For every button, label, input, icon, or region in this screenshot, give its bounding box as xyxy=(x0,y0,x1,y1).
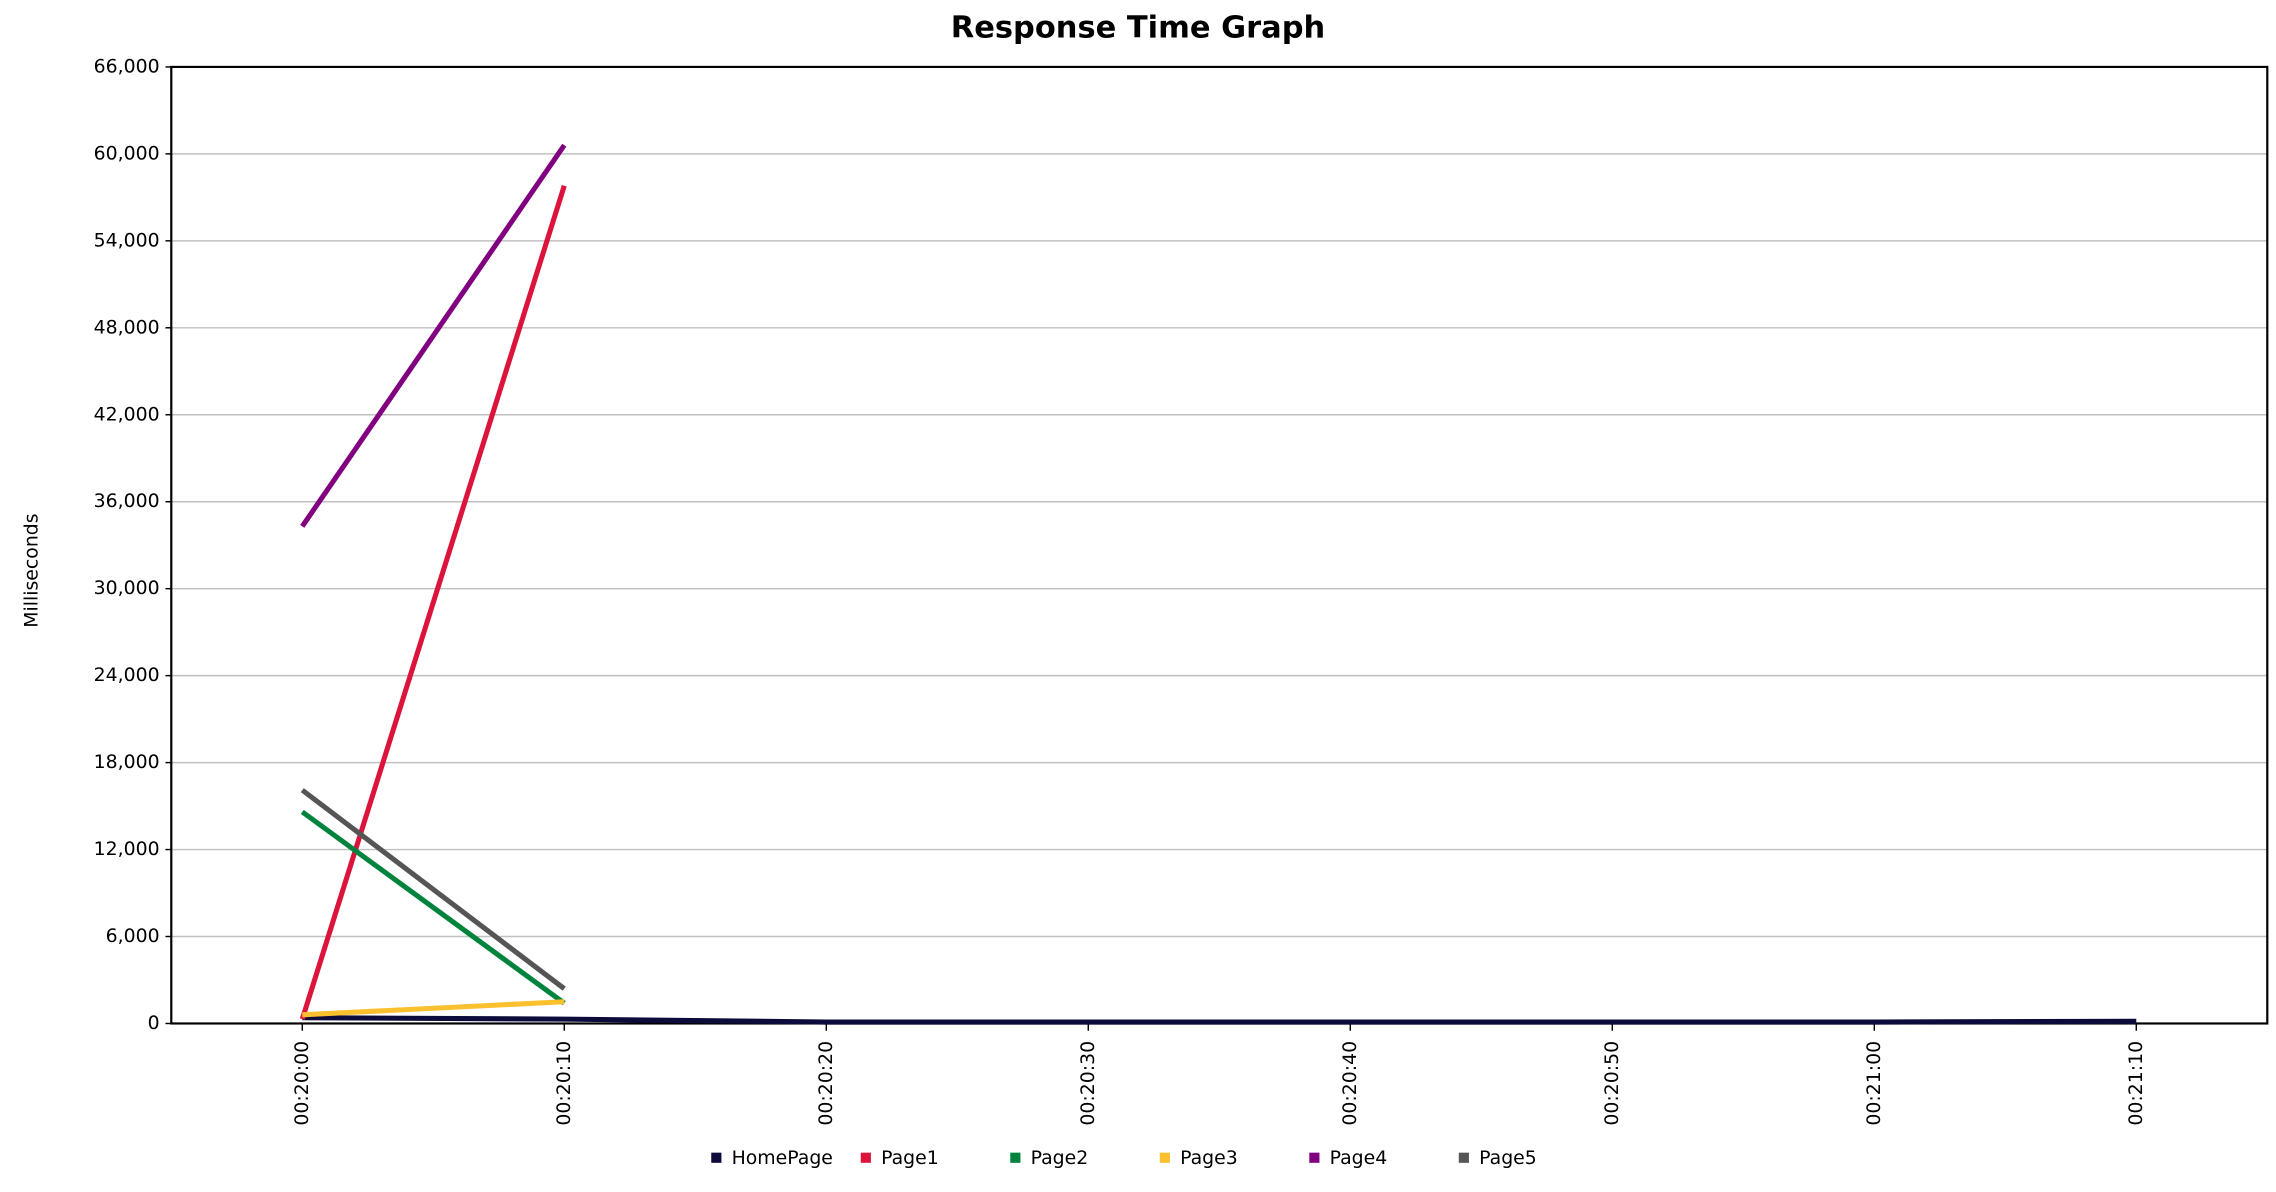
x-tick-label: 00:20:40 xyxy=(1339,1041,1361,1126)
y-tick-label: 54,000 xyxy=(94,229,160,251)
y-tick-label: 6,000 xyxy=(106,925,160,947)
y-tick-label: 42,000 xyxy=(94,403,160,425)
legend-label: Page2 xyxy=(1031,1147,1089,1169)
x-tick-label: 00:20:00 xyxy=(291,1041,313,1126)
y-axis-label: Milliseconds xyxy=(20,513,42,627)
y-tick-label: 24,000 xyxy=(94,664,160,686)
legend-swatch xyxy=(711,1152,722,1163)
y-tick-label: 48,000 xyxy=(94,316,160,338)
y-tick-label: 18,000 xyxy=(94,751,160,773)
series-line xyxy=(300,788,566,991)
series-line xyxy=(300,143,567,528)
legend-label: Page5 xyxy=(1479,1147,1537,1169)
legend-label: Page3 xyxy=(1180,1147,1238,1169)
x-tick-label: 00:20:20 xyxy=(815,1041,837,1126)
x-tick-label: 00:21:00 xyxy=(1863,1041,1885,1126)
series-line xyxy=(300,809,566,1006)
y-tick-label: 36,000 xyxy=(94,490,160,512)
y-tick-label: 66,000 xyxy=(94,55,160,77)
legend-swatch xyxy=(1010,1152,1021,1163)
x-tick-label: 00:20:10 xyxy=(553,1041,575,1126)
plot-frame xyxy=(170,65,2269,1025)
series-line xyxy=(302,999,565,1018)
legend-swatch xyxy=(1159,1152,1170,1163)
x-tick-label: 00:20:30 xyxy=(1077,1041,1099,1126)
y-tick-label: 12,000 xyxy=(94,838,160,860)
chart-title: Response Time Graph xyxy=(951,11,1325,46)
legend-swatch xyxy=(860,1152,871,1163)
y-tick-label: 30,000 xyxy=(94,577,160,599)
legend-swatch xyxy=(1458,1152,1469,1163)
y-tick-label: 0 xyxy=(148,1012,160,1034)
x-tick-label: 00:20:50 xyxy=(1601,1041,1623,1126)
legend-label: Page1 xyxy=(881,1147,939,1169)
legend-label: HomePage xyxy=(732,1147,833,1169)
series-line xyxy=(299,185,567,1020)
series-line xyxy=(302,1015,2137,1025)
y-tick-label: 60,000 xyxy=(94,142,160,164)
legend-swatch xyxy=(1309,1152,1320,1163)
x-tick-label: 00:21:10 xyxy=(2125,1041,2147,1126)
legend-label: Page4 xyxy=(1330,1147,1388,1169)
